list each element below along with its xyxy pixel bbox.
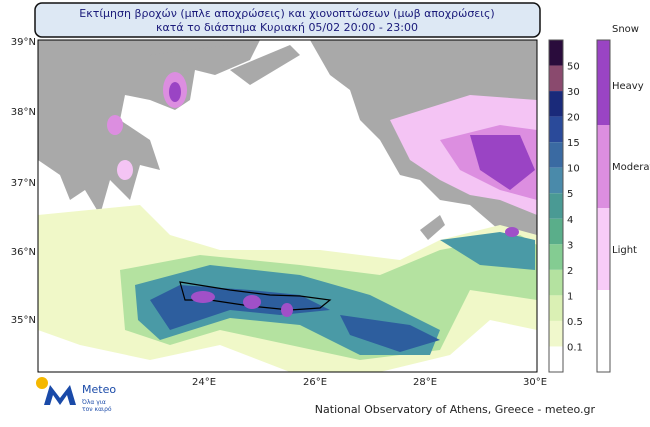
colorbar-cell: [549, 91, 563, 117]
lon-label: 30°E: [523, 377, 547, 388]
snow-label: Light: [612, 245, 637, 256]
colorbar-label: 0.1: [567, 342, 583, 353]
lat-label: 36°N: [11, 247, 36, 258]
snow-title: Snow: [612, 24, 639, 35]
colorbar-frame: [548, 39, 564, 373]
colorbar-cell: [549, 142, 563, 168]
colorbar-label: 20: [567, 113, 580, 124]
colorbar-cell: [549, 295, 563, 321]
colorbar-label: 30: [567, 87, 580, 98]
colorbar-label: 5: [567, 189, 573, 200]
colorbar-cell: [549, 218, 563, 245]
colorbar-cell: [549, 193, 563, 219]
logo-name: Meteo: [82, 383, 116, 396]
rain-colorbar: [548, 39, 564, 373]
lat-label: 38°N: [11, 107, 36, 118]
colorbar-label: 3: [567, 240, 573, 251]
logo-tagline: τον καιρό: [82, 406, 112, 413]
colorbar-label: 15: [567, 138, 580, 149]
lat-label: 35°N: [11, 315, 36, 326]
snow-colorbar: [596, 39, 611, 373]
lat-label: 37°N: [11, 178, 36, 189]
map: [37, 39, 538, 373]
colorbar-label: 1: [567, 291, 573, 302]
colorbar-cell: [549, 65, 563, 92]
title-line: Εκτίμηση βροχών (μπλε αποχρώσεις) και χι…: [79, 7, 494, 20]
colorbar-label: 10: [567, 164, 580, 175]
logo-tagline: Όλα για: [81, 399, 106, 406]
colorbar-label: 4: [567, 215, 573, 226]
colorbar-cell: [549, 346, 563, 372]
colorbar-cell: [549, 320, 563, 347]
colorbar-label: 0.5: [567, 317, 583, 328]
snow-label: Moderate: [612, 162, 650, 173]
logo: Meteo Όλα για τον καιρό: [36, 377, 116, 413]
colorbar-cell: [549, 116, 563, 143]
colorbar-cell: [549, 40, 563, 66]
colorbar-cell: [549, 167, 563, 194]
footer: National Observatory of Athens, Greece -…: [315, 403, 596, 416]
lon-label: 28°E: [413, 377, 437, 388]
lon-label: 26°E: [303, 377, 327, 388]
colorbar-label: 50: [567, 62, 580, 73]
colorbar-label: 2: [567, 266, 573, 277]
lat-label: 39°N: [11, 37, 36, 48]
colorbar-cell: [549, 269, 563, 296]
colorbar-cell: [549, 244, 563, 270]
title-box: [34, 2, 541, 38]
title-line: κατά το διάστημα Κυριακή 05/02 20:00 - 2…: [156, 21, 418, 34]
lon-label: 24°E: [192, 377, 216, 388]
snow-label: Heavy: [612, 81, 644, 92]
